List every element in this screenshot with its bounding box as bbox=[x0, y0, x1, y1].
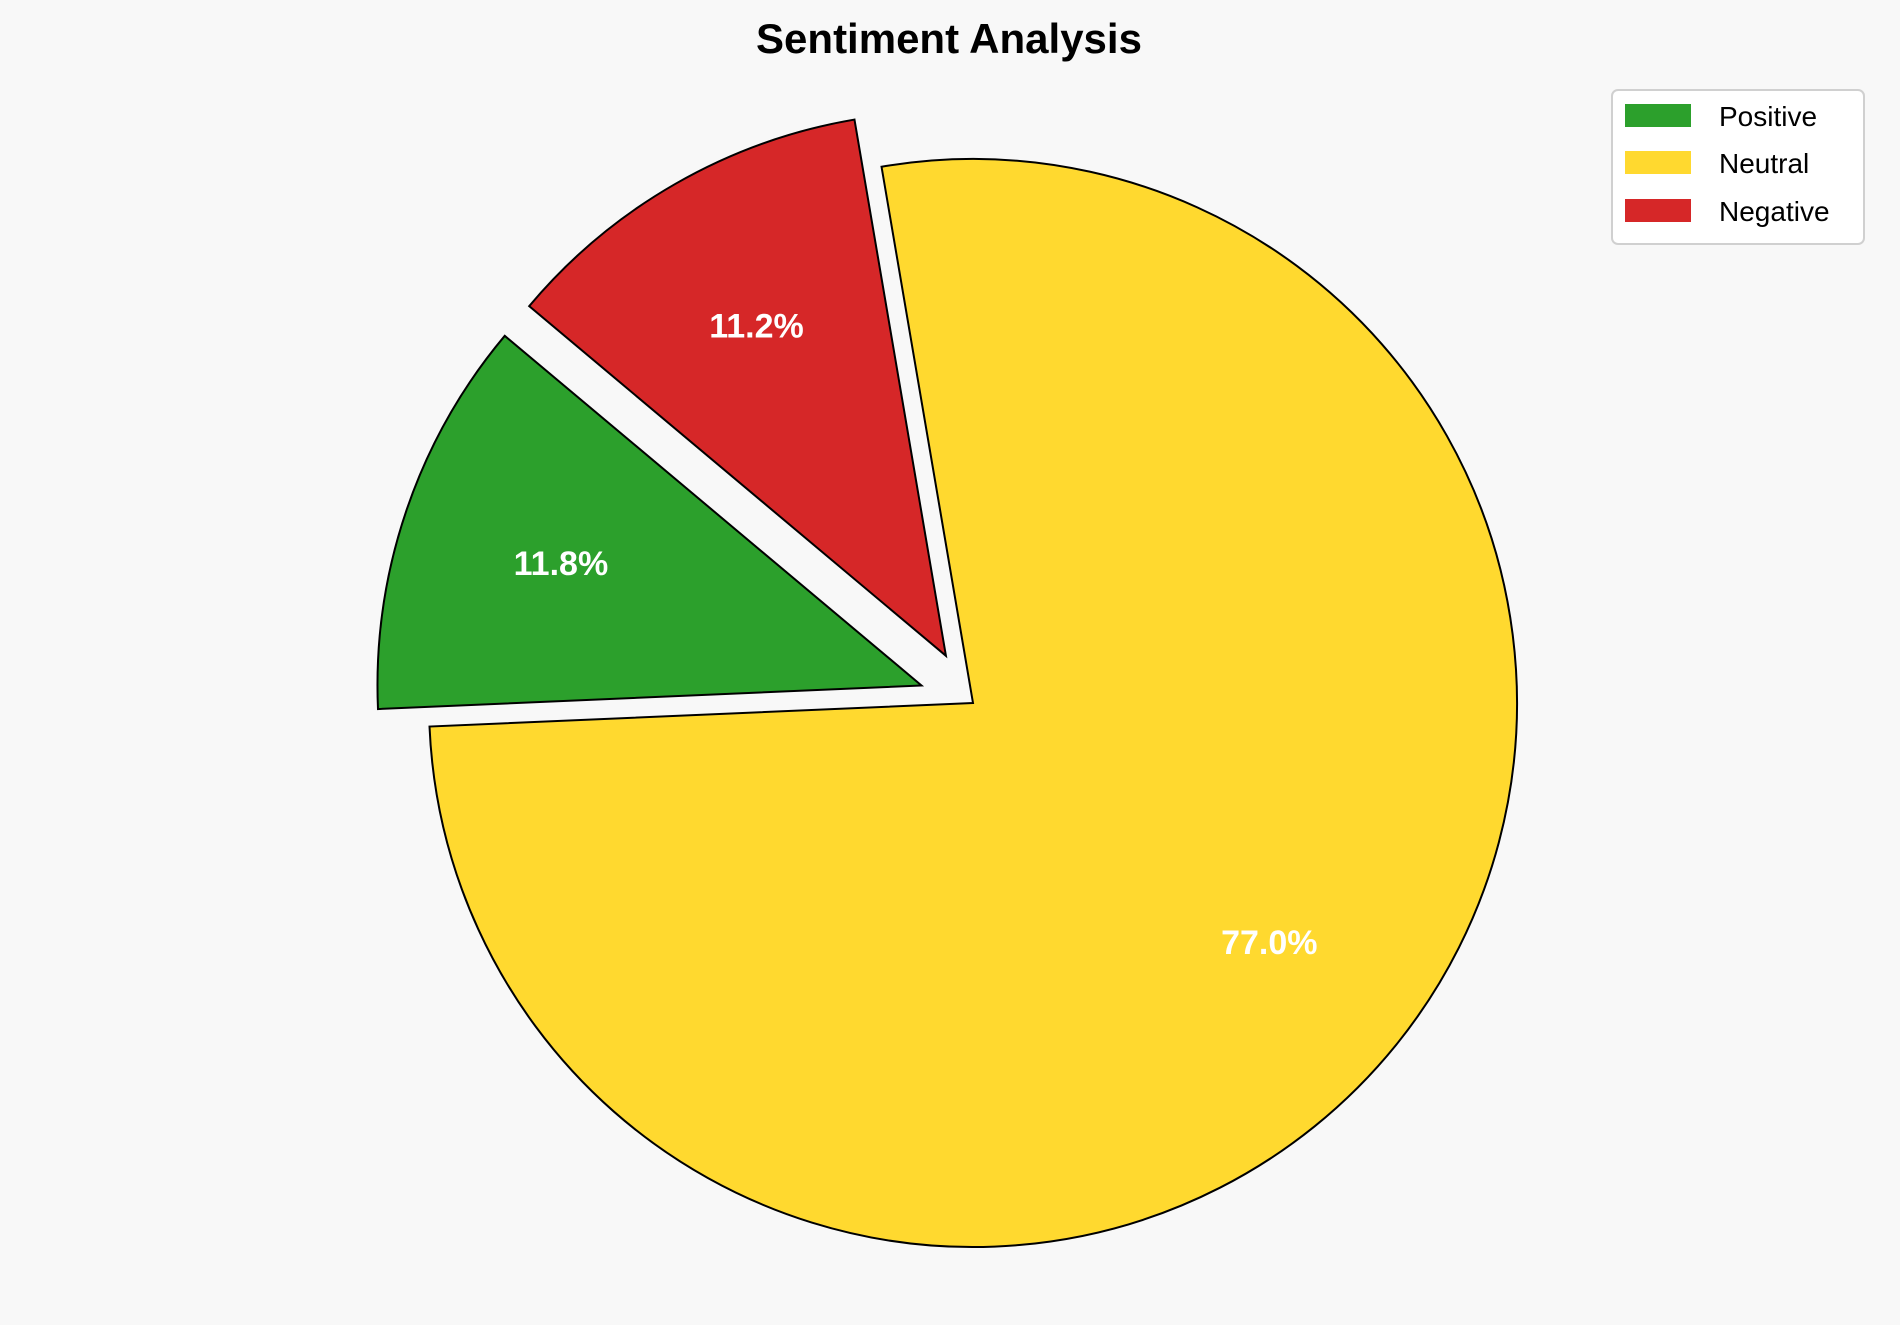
pie-wedge-positive bbox=[376, 334, 925, 711]
pie-wedge-neutral bbox=[428, 158, 1518, 1248]
legend-label-negative: Negative bbox=[1719, 196, 1830, 227]
legend-label-neutral: Neutral bbox=[1719, 148, 1809, 179]
legend-label-positive: Positive bbox=[1719, 101, 1817, 132]
legend-swatch-neutral bbox=[1625, 151, 1691, 174]
legend: Positive Neutral Negative bbox=[1611, 89, 1865, 245]
pie-label-negative: 11.2% bbox=[709, 307, 804, 345]
pie-wedge-negative bbox=[527, 118, 948, 659]
pie-wedges bbox=[376, 118, 1518, 1248]
legend-swatch-positive bbox=[1625, 104, 1691, 127]
pie-labels: 11.8% 77.0% 11.2% bbox=[514, 307, 1318, 962]
pie-label-positive: 11.8% bbox=[514, 545, 609, 583]
legend-swatch-negative bbox=[1625, 199, 1691, 222]
chart-title: Sentiment Analysis bbox=[756, 15, 1142, 62]
pie-label-neutral: 77.0% bbox=[1221, 924, 1317, 962]
